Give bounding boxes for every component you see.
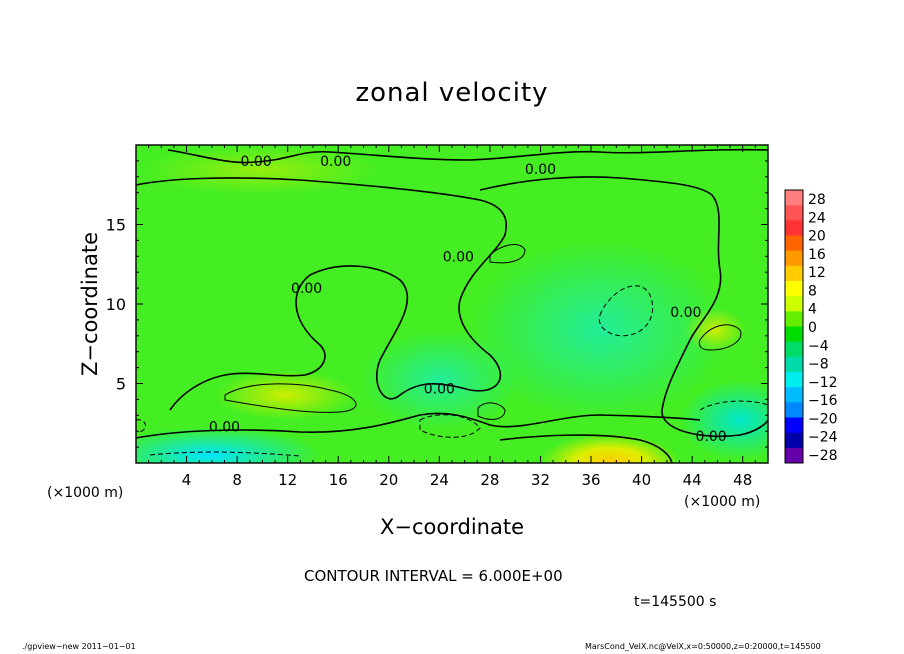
x-tick-label: 44 — [683, 471, 702, 489]
x-tick-label: 40 — [632, 471, 651, 489]
colorbar: 28 24 20 16 12 8 4 0 −4 −8 −12 −16 −20 −24 −28 — [784, 189, 838, 464]
chart-title: zonal velocity — [355, 78, 549, 108]
x-tick-label: 48 — [733, 471, 752, 489]
colorbar-swatch — [785, 447, 803, 464]
colorbar-swatch — [785, 250, 803, 267]
colorbar-swatch — [785, 356, 803, 373]
colorbar-label: 20 — [808, 229, 826, 245]
time-note: t=145500 s — [634, 594, 717, 610]
x-tick-label: 20 — [379, 471, 398, 489]
colorbar-swatch — [785, 417, 803, 434]
colorbar-swatch — [785, 402, 803, 418]
contour-label: 0.00 — [443, 249, 474, 265]
colorbar-swatch — [785, 265, 803, 282]
colorbar-label: 24 — [808, 210, 826, 226]
contour-label: 0.00 — [291, 281, 322, 297]
colorbar-label: −28 — [808, 448, 838, 464]
y-axis-label: Z−coordinate — [78, 232, 102, 376]
colorbar-label: 12 — [808, 265, 826, 281]
colorbar-swatch — [785, 190, 803, 206]
colorbar-swatch — [785, 387, 803, 403]
x-tick-label: 32 — [531, 471, 550, 489]
colorbar-label: 28 — [808, 192, 826, 208]
contour-label: 0.00 — [670, 305, 701, 321]
footer-right: MarsCond_VelX.nc@VelX,x=0:50000,z=0:2000… — [585, 642, 821, 651]
colorbar-swatch — [785, 235, 803, 252]
colorbar-label: 8 — [808, 283, 817, 299]
contour-interval-note: CONTOUR INTERVAL = 6.000E+00 — [304, 567, 563, 585]
x-unit-left: (×1000 m) — [47, 485, 123, 501]
colorbar-swatch — [785, 311, 803, 327]
colorbar-label: −20 — [808, 411, 838, 427]
contour-label: 0.00 — [424, 381, 455, 397]
contour-label: 0.00 — [240, 154, 271, 170]
x-tick-label: 24 — [430, 471, 449, 489]
x-tick-label: 8 — [232, 471, 242, 489]
negative-contours — [136, 285, 768, 457]
colorbar-swatch — [785, 372, 803, 388]
plot-area: 0.00 0.00 0.00 0.00 0.00 0.00 0.00 0.00 0.00 — [136, 145, 768, 463]
y-tick-label: 5 — [116, 375, 126, 394]
colorbar-swatch — [785, 281, 803, 297]
footer-left: ./gpview−new 2011−01−01 — [22, 642, 136, 651]
colorbar-swatch — [785, 341, 803, 358]
y-axis: 5 10 15 — [106, 144, 768, 464]
contour-label: 0.00 — [525, 162, 556, 178]
colorbar-label: 0 — [808, 320, 817, 336]
contour-label: 0.00 — [696, 429, 727, 445]
x-tick-label: 28 — [480, 471, 499, 489]
zero-contours — [136, 148, 768, 463]
y-tick-label: 15 — [106, 216, 126, 235]
colorbar-swatch — [785, 205, 803, 221]
colorbar-label: −8 — [808, 357, 829, 373]
x-axis: 4 8 12 16 20 24 28 32 36 40 44 48 — [135, 145, 769, 489]
colorbar-swatch — [785, 220, 803, 236]
colorbar-label: −24 — [808, 430, 838, 446]
x-tick-label: 12 — [278, 471, 297, 489]
colorbar-swatch — [785, 296, 803, 312]
x-unit-right: (×1000 m) — [684, 494, 760, 510]
colorbar-label: −16 — [808, 393, 838, 409]
x-axis-label: X−coordinate — [380, 515, 524, 539]
x-tick-label: 16 — [329, 471, 348, 489]
colorbar-label: −4 — [808, 338, 829, 354]
contour-label: 0.00 — [209, 419, 240, 435]
contour-label: 0.00 — [320, 154, 351, 170]
x-tick-label: 36 — [581, 471, 600, 489]
colorbar-label: 16 — [808, 247, 826, 263]
colorbar-swatch — [785, 432, 803, 449]
colorbar-swatch — [785, 326, 803, 343]
y-tick-label: 10 — [106, 295, 126, 314]
x-tick-label: 4 — [182, 471, 192, 489]
colorbar-frame — [784, 189, 804, 464]
colorbar-label: 4 — [808, 302, 817, 318]
colorbar-label: −12 — [808, 375, 838, 391]
